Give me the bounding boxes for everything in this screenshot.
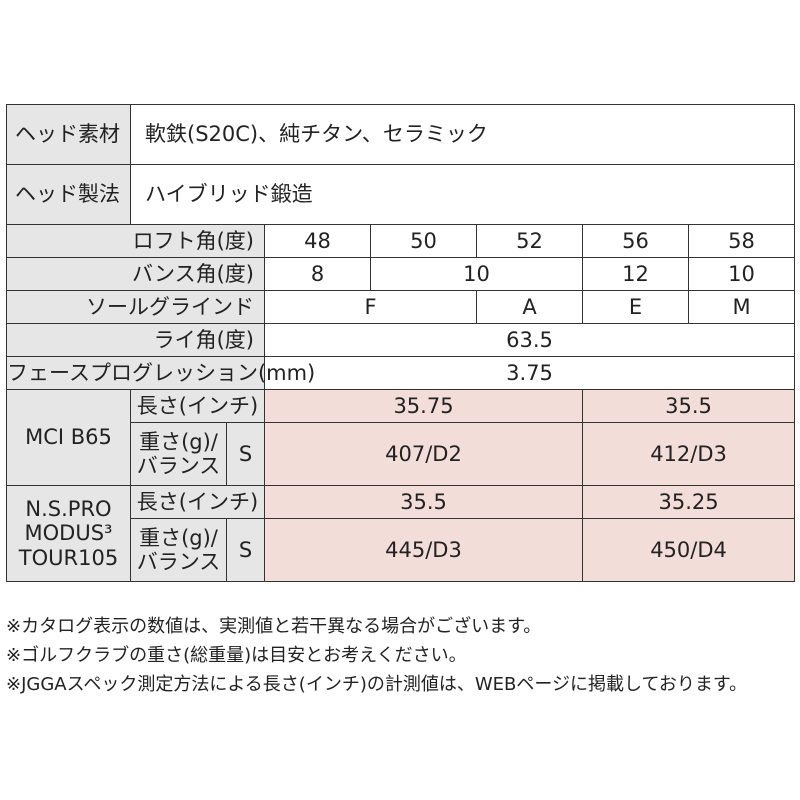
head-material-value: 軟鉄(S20C)、純チタン、セラミック — [129, 104, 796, 165]
loft-label: ロフト角(度) — [6, 224, 265, 258]
shaft2-weight-value: 445/D3 — [264, 518, 583, 582]
notes: ※カタログ表示の数値は、実測値と若干異なる場合がございます。 ※ゴルフクラブの重… — [6, 612, 796, 699]
sole-grind-value: M — [687, 290, 796, 324]
shaft2-length-value: 35.5 — [264, 485, 583, 519]
shaft2-length-row: N.S.PRO MODUS³ TOUR105 長さ(インチ) 35.5 35.2… — [6, 485, 796, 582]
loft-value: 48 — [264, 224, 371, 258]
loft-value: 56 — [582, 224, 689, 258]
shaft1-weight-row: 重さ(g)/ バランス S 407/D2 412/D3 — [7, 422, 796, 486]
shaft2-name: N.S.PRO MODUS³ TOUR105 — [6, 485, 131, 582]
bounce-value: 10 — [370, 257, 583, 291]
shaft1-weight-label-line1: 重さ(g)/ — [139, 429, 218, 454]
shaft1-weight-label: 重さ(g)/ バランス — [130, 422, 227, 486]
head-process-value: ハイブリッド鍛造 — [129, 164, 796, 225]
lie-row: ライ角(度) 63.5 — [6, 323, 796, 357]
shaft2-weight-label: 重さ(g)/ バランス — [130, 518, 227, 582]
head-material-label: ヘッド素材 — [6, 104, 131, 165]
face-progression-row: フェースプログレッション(mm) 3.75 — [6, 356, 796, 390]
note-line: ※カタログ表示の数値は、実測値と若干異なる場合がございます。 — [6, 616, 542, 637]
bounce-value: 12 — [582, 257, 689, 291]
shaft2-weight-value: 450/D4 — [581, 518, 796, 582]
shaft1-length-label: 長さ(インチ) — [130, 389, 265, 423]
head-material-row: ヘッド素材 軟鉄(S20C)、純チタン、セラミック — [6, 104, 796, 165]
shaft2-length-label: 長さ(インチ) — [130, 485, 265, 519]
loft-value: 52 — [476, 224, 583, 258]
shaft2-weight-label-line1: 重さ(g)/ — [139, 525, 218, 550]
loft-value: 58 — [687, 224, 796, 258]
bounce-value: 10 — [687, 257, 796, 291]
sole-grind-value: A — [476, 290, 583, 324]
shaft1-weight-value: 412/D3 — [581, 422, 796, 486]
shaft2-name-line2: MODUS³ — [24, 521, 113, 546]
shaft2-flex: S — [226, 518, 265, 582]
bounce-label: バンス角(度) — [6, 257, 265, 291]
face-progression-value: 3.75 — [263, 356, 796, 390]
note-line: ※ゴルフクラブの重さ(総重量)は目安とお考えください。 — [6, 645, 467, 666]
bounce-row: バンス角(度) 8 10 12 10 — [6, 257, 796, 291]
lie-value: 63.5 — [263, 323, 796, 357]
lie-label: ライ角(度) — [6, 323, 265, 357]
shaft2-weight-row: 重さ(g)/ バランス S 445/D3 450/D4 — [7, 518, 796, 582]
sole-grind-value: E — [582, 290, 689, 324]
shaft1-weight-value: 407/D2 — [264, 422, 583, 486]
bounce-value: 8 — [264, 257, 371, 291]
shaft1-length-value: 35.5 — [581, 389, 796, 423]
spec-table: ヘッド素材 軟鉄(S20C)、純チタン、セラミック ヘッド製法 ハイブリッド鍛造… — [6, 104, 796, 582]
sole-grind-value: F — [264, 290, 477, 324]
shaft1-weight-label-line2: バランス — [136, 454, 221, 478]
shaft1-length-row: MCI B65 長さ(インチ) 35.75 35.5 — [6, 389, 796, 486]
shaft2-name-line1: N.S.PRO — [25, 497, 112, 522]
shaft1-flex: S — [226, 422, 265, 486]
shaft1-length-value: 35.75 — [264, 389, 583, 423]
face-progression-label: フェースプログレッション(mm) — [6, 356, 315, 390]
sole-grind-row: ソールグラインド F A E M — [6, 290, 796, 324]
note-line: ※JGGAスペック測定方法による長さ(インチ)の計測値は、WEBページに掲載して… — [6, 674, 748, 695]
shaft2-weight-label-line2: バランス — [136, 550, 221, 574]
shaft2-length-value: 35.25 — [581, 485, 796, 519]
shaft2-name-line3: TOUR105 — [18, 545, 119, 570]
head-process-label: ヘッド製法 — [6, 164, 131, 225]
head-process-row: ヘッド製法 ハイブリッド鍛造 — [6, 164, 796, 225]
shaft1-name: MCI B65 — [6, 389, 131, 486]
loft-value: 50 — [370, 224, 477, 258]
loft-row: ロフト角(度) 48 50 52 56 58 — [6, 224, 796, 258]
sole-grind-label: ソールグラインド — [6, 290, 265, 324]
